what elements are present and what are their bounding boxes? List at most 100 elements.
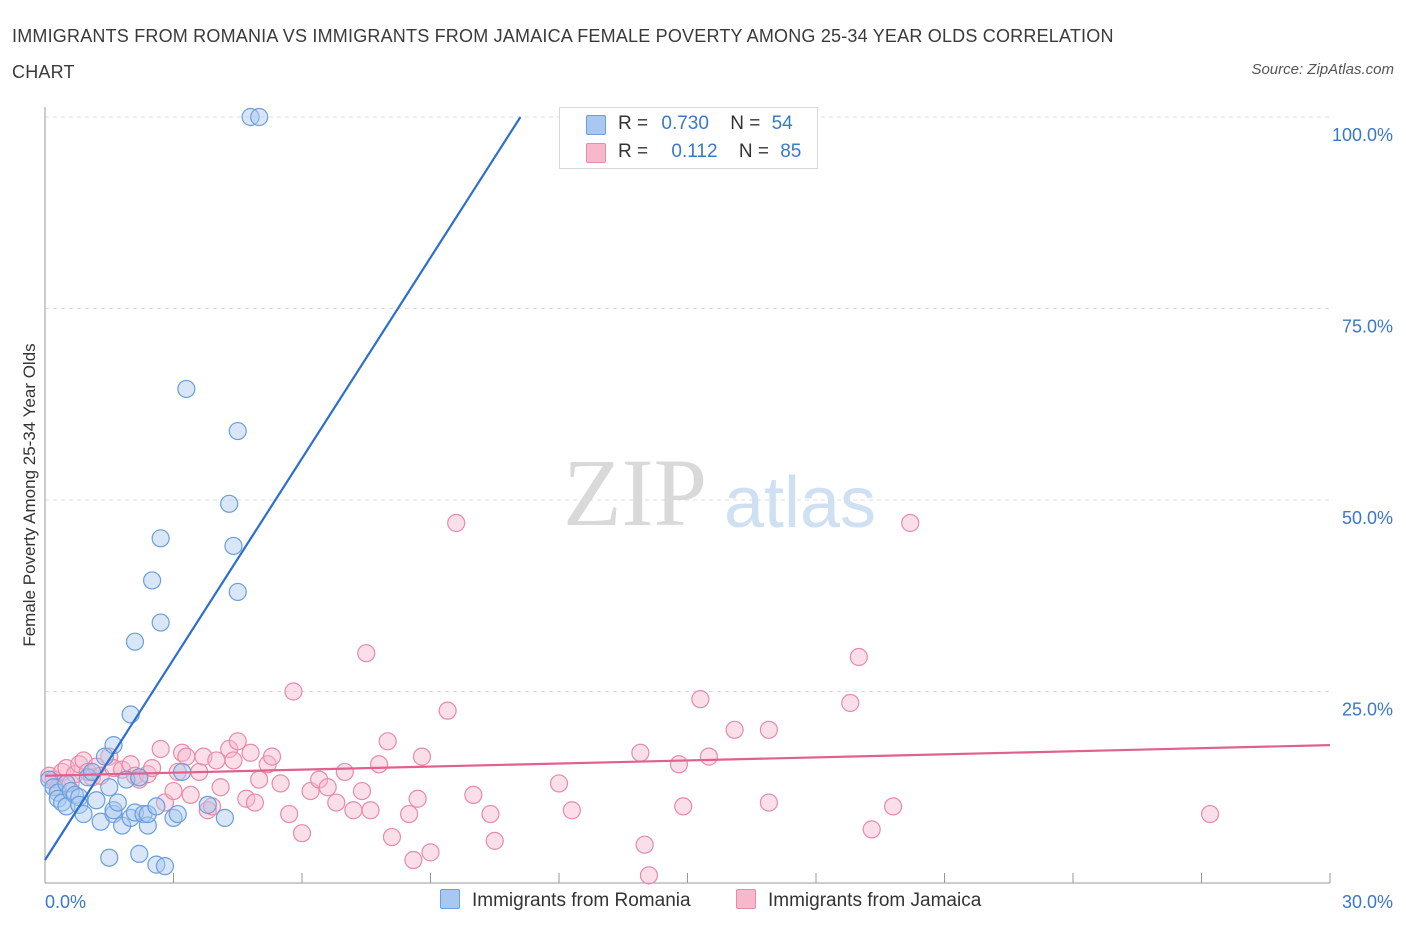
romania-swatch	[586, 115, 606, 135]
jamaica-point	[464, 785, 483, 805]
romania-point	[220, 494, 239, 513]
romania-point	[87, 791, 106, 810]
jamaica-point	[674, 797, 693, 816]
jamaica-point	[318, 778, 337, 797]
legend-item-jamaica: Immigrants from Jamaica	[736, 889, 981, 915]
jamaica-point	[901, 513, 920, 533]
romania-point	[215, 808, 234, 827]
x-tick-label-max: 30.0%	[1342, 892, 1393, 912]
jamaica-point	[211, 778, 230, 797]
grid-lines	[45, 116, 1330, 692]
jamaica-point	[271, 774, 290, 793]
jamaica-point	[280, 804, 299, 824]
jamaica-point	[382, 827, 402, 847]
romania-point	[198, 795, 217, 814]
jamaica-point	[699, 747, 719, 766]
jamaica-trend-line	[44, 744, 1331, 777]
romania-point	[130, 768, 149, 787]
romania-point	[147, 797, 166, 816]
jamaica-point	[262, 747, 282, 766]
jamaica-point	[357, 644, 376, 663]
jamaica-point	[237, 789, 256, 808]
jamaica-point	[635, 835, 654, 854]
jamaica-point	[883, 797, 903, 816]
jamaica-point	[669, 755, 689, 774]
watermark-atlas: atlas	[724, 463, 876, 543]
romania-point	[142, 571, 162, 590]
jamaica-point	[549, 774, 569, 793]
jamaica-point	[691, 690, 710, 709]
romania-points	[40, 107, 603, 876]
jamaica-point	[631, 743, 650, 762]
jamaica-point	[370, 755, 389, 774]
jamaica-point	[378, 732, 397, 751]
romania-point	[151, 529, 170, 548]
legend-romania-swatch	[440, 889, 460, 909]
romania-point	[100, 778, 119, 797]
romania-point	[250, 107, 269, 127]
jamaica-point	[151, 739, 170, 759]
y-tick-label: 25.0%	[1342, 700, 1393, 720]
romania-point	[108, 793, 127, 812]
tick-labels: 25.0% 50.0% 75.0% 100.0% 0.0% 30.0%	[45, 125, 1393, 912]
jamaica-point	[485, 831, 504, 850]
source-label: Source: ZipAtlas.com	[1251, 61, 1394, 78]
trend-lines	[44, 116, 1331, 861]
jamaica-point	[327, 793, 346, 812]
y-tick-label: 100.0%	[1332, 125, 1393, 145]
jamaica-point	[344, 801, 363, 820]
jamaica-point	[759, 793, 778, 812]
jamaica-point	[725, 720, 744, 739]
romania-point	[130, 844, 149, 863]
romania-point	[155, 857, 175, 876]
romania-point	[228, 582, 247, 602]
jamaica-point	[181, 785, 200, 805]
jamaica-point	[228, 732, 247, 751]
jamaica-point	[1200, 804, 1220, 824]
jamaica-point	[481, 804, 500, 824]
romania-point	[121, 705, 140, 724]
romania-point	[224, 536, 243, 556]
x-tick-label-min: 0.0%	[45, 892, 86, 912]
jamaica-point	[177, 747, 196, 766]
jamaica-n-value: 85	[780, 141, 802, 162]
jamaica-point	[352, 781, 372, 801]
legend-romania-label: Immigrants from Romania	[472, 890, 691, 911]
jamaica-point	[361, 801, 380, 820]
jamaica-point	[447, 513, 466, 533]
jamaica-point	[412, 747, 432, 766]
stats-legend: R = 0.730 N = 54 R = 0.112 N = 85	[559, 107, 818, 169]
jamaica-point	[241, 743, 260, 762]
watermark: ZIP atlas	[563, 439, 876, 546]
jamaica-point	[438, 701, 457, 720]
jamaica-point	[639, 866, 659, 885]
jamaica-point	[292, 824, 312, 843]
jamaica-swatch	[586, 143, 606, 163]
axes	[44, 107, 1331, 884]
jamaica-point	[224, 751, 243, 770]
jamaica-point	[759, 720, 778, 739]
jamaica-point	[862, 820, 881, 839]
jamaica-r-value: 0.112	[671, 141, 718, 162]
romania-point	[151, 613, 170, 632]
jamaica-point	[399, 804, 419, 824]
jamaica-point	[164, 781, 183, 801]
jamaica-point	[841, 693, 860, 713]
jamaica-point	[284, 682, 303, 701]
jamaica-point	[245, 793, 264, 812]
romania-trend-line	[44, 116, 522, 861]
legend-jamaica-label: Immigrants from Jamaica	[768, 890, 982, 911]
romania-point	[100, 848, 119, 867]
romania-point	[177, 379, 196, 399]
jamaica-point	[408, 789, 427, 808]
jamaica-point	[562, 801, 581, 820]
romania-point	[168, 804, 187, 824]
romania-point	[228, 421, 247, 441]
romania-point	[125, 632, 145, 651]
romania-n-value: 54	[771, 113, 793, 134]
jamaica-point	[250, 770, 269, 789]
y-tick-label: 50.0%	[1342, 508, 1393, 528]
jamaica-point	[421, 843, 440, 862]
jamaica-points	[40, 513, 1220, 885]
